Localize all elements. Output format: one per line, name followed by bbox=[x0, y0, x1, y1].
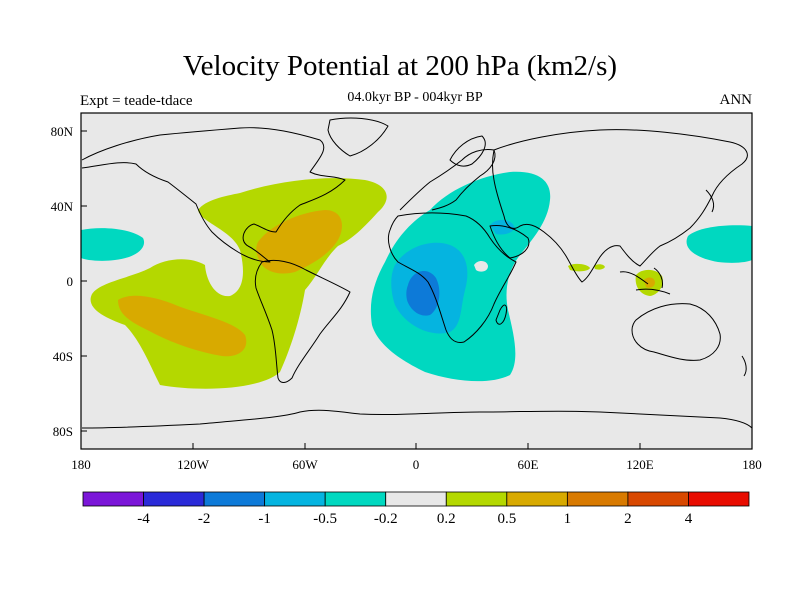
colorbar: -4 -2 -1 -0.5 -0.2 0.2 0.5 1 2 4 bbox=[82, 491, 750, 527]
colorbar-swatch bbox=[627, 491, 689, 507]
experiment-label: Expt = teade-tdace bbox=[80, 93, 193, 109]
positive-anomaly-mid-se-pacific bbox=[118, 295, 247, 357]
colorbar-swatch bbox=[445, 491, 508, 507]
latitude-ticks bbox=[81, 130, 87, 432]
colorbar-label: 0.5 bbox=[497, 511, 516, 527]
colorbar-swatch bbox=[566, 491, 629, 507]
plot-title: Velocity Potential at 200 hPa (km2/s) bbox=[182, 50, 618, 82]
coastline-africa bbox=[387, 212, 517, 343]
coastline-australia bbox=[631, 303, 721, 361]
colorbar-label: -0.2 bbox=[374, 511, 398, 527]
coastline-asia bbox=[492, 129, 748, 283]
colorbar-label: -1 bbox=[258, 511, 271, 527]
colorbar-label: 0.2 bbox=[437, 511, 456, 527]
coastline-arabia bbox=[489, 225, 530, 259]
lat-tick-label: 40S bbox=[53, 349, 73, 364]
coastline-madagascar bbox=[495, 304, 507, 325]
colorbar-swatch bbox=[385, 491, 447, 507]
coastlines bbox=[81, 117, 752, 429]
negative-anomaly-west-pacific-right bbox=[686, 225, 752, 263]
lat-tick-label: 80S bbox=[53, 424, 73, 439]
coastline-antarctica bbox=[81, 409, 752, 429]
negative-anomaly-west-pacific-left bbox=[81, 228, 145, 261]
positive-anomaly-mid-caribbean bbox=[256, 210, 342, 274]
latitude-axis: 80N 40N 0 40S 80S bbox=[51, 124, 87, 439]
lon-tick-label: 180 bbox=[742, 457, 762, 472]
lon-tick-label: 60W bbox=[292, 457, 318, 472]
colorbar-label: -4 bbox=[137, 511, 150, 527]
lon-tick-label: 120E bbox=[626, 457, 654, 472]
lat-tick-label: 80N bbox=[51, 124, 74, 139]
coastline-scandinavia bbox=[449, 135, 486, 167]
season-label: ANN bbox=[719, 92, 753, 108]
colorbar-swatch bbox=[203, 491, 266, 507]
colorbar-swatch bbox=[143, 491, 205, 507]
colorbar-swatch bbox=[688, 491, 750, 507]
longitude-ticks bbox=[80, 443, 753, 449]
coastline-new-zealand bbox=[741, 355, 747, 377]
negative-anomaly-mid-arabia bbox=[490, 219, 515, 235]
positive-anomaly-bay bbox=[594, 264, 605, 270]
negative-anomaly-strong-congo bbox=[406, 270, 440, 316]
positive-anomaly-mid-indonesia bbox=[644, 277, 655, 288]
colorbar-swatch bbox=[264, 491, 326, 507]
coastline-south-america bbox=[254, 259, 351, 383]
colorbar-label: -2 bbox=[198, 511, 211, 527]
contour-fills bbox=[81, 171, 752, 389]
lat-tick-label: 40N bbox=[51, 199, 74, 214]
coastline-greenland bbox=[327, 117, 389, 157]
colorbar-label: 2 bbox=[624, 511, 632, 527]
lon-tick-label: 120W bbox=[177, 457, 210, 472]
colorbar-swatch bbox=[506, 491, 568, 507]
coastline-north-america bbox=[81, 127, 346, 263]
lon-tick-label: 180 bbox=[71, 457, 91, 472]
coastline-indonesia bbox=[619, 267, 671, 295]
coastline-japan bbox=[705, 189, 715, 213]
colorbar-label: -0.5 bbox=[313, 511, 337, 527]
colorbar-swatch bbox=[82, 491, 144, 507]
lon-tick-label: 60E bbox=[518, 457, 539, 472]
longitude-axis: 180 120W 60W 0 60E 120E 180 bbox=[71, 443, 762, 472]
colorbar-swatch bbox=[324, 491, 387, 507]
lon-tick-label: 0 bbox=[413, 457, 420, 472]
neutral-hole bbox=[474, 260, 488, 272]
plot-subtitle: 04.0kyr BP - 004kyr BP bbox=[347, 90, 483, 105]
colorbar-label: 4 bbox=[685, 511, 693, 527]
colorbar-label: 1 bbox=[564, 511, 572, 527]
lat-tick-label: 0 bbox=[67, 274, 74, 289]
